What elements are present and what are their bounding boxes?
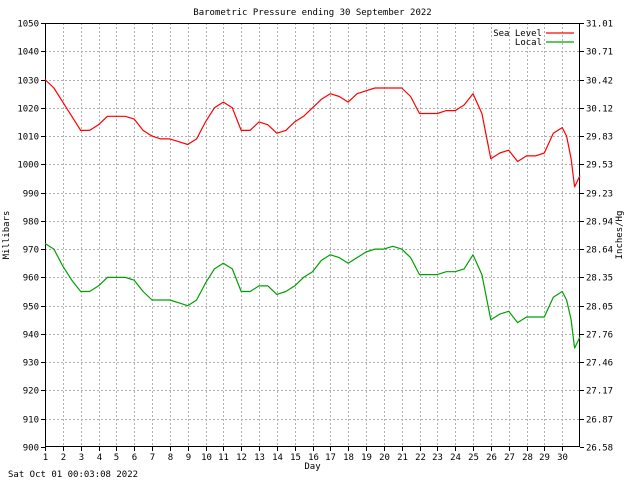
x-axis-label: Day [304, 462, 321, 472]
x-tick-label: 5 [114, 453, 119, 463]
x-tick-label: 23 [432, 453, 443, 463]
x-tick-label: 24 [450, 453, 461, 463]
y-tick-label: 970 [23, 246, 39, 256]
x-tick-label: 10 [201, 453, 212, 463]
x-tick-label: 2 [61, 453, 66, 463]
x-tick-label: 19 [361, 453, 372, 463]
y-tick-label: 920 [23, 387, 39, 397]
y2-tick-label: 30.42 [586, 77, 613, 87]
y-tick-label: 990 [23, 190, 39, 200]
x-tick-label: 20 [379, 453, 390, 463]
x-tick-label: 8 [168, 453, 173, 463]
y2-axis-label: Inches/Hg [615, 211, 625, 260]
x-tick-label: 28 [522, 453, 533, 463]
y-tick-label: 960 [23, 274, 39, 284]
y-tick-label: 1050 [17, 20, 39, 30]
x-tick-label: 16 [308, 453, 319, 463]
y2-tick-label: 31.01 [586, 20, 613, 30]
y-tick-label: 980 [23, 218, 39, 228]
plot-frame [45, 23, 580, 447]
y-tick-label: 1010 [17, 133, 39, 143]
x-tick-label: 9 [186, 453, 191, 463]
y2-tick-label: 28.94 [586, 218, 613, 228]
x-tick-label: 7 [150, 453, 155, 463]
chart-title: Barometric Pressure ending 30 September … [193, 8, 431, 18]
y-tick-label: 910 [23, 416, 39, 426]
y2-tick-label: 28.64 [586, 246, 613, 256]
y2-tick-label: 29.83 [586, 133, 613, 143]
x-tick-label: 4 [97, 453, 102, 463]
x-tick-label: 18 [343, 453, 354, 463]
x-tick-label: 26 [486, 453, 497, 463]
y2-tick-label: 26.87 [586, 416, 613, 426]
x-tick-label: 15 [290, 453, 301, 463]
footer-timestamp: Sat Oct 01 00:03:08 2022 [8, 470, 138, 480]
y2-tick-label: 28.05 [586, 303, 613, 313]
series-line-sea-level [44, 79, 581, 188]
y-tick-label: 950 [23, 303, 39, 313]
x-tick-label: 17 [325, 453, 336, 463]
x-tick-label: 29 [539, 453, 550, 463]
x-tick-label: 12 [236, 453, 247, 463]
y2-tick-label: 29.23 [586, 190, 613, 200]
y2-tick-label: 29.53 [586, 161, 613, 171]
y-tick-label: 940 [23, 331, 39, 341]
y-tick-label: 1040 [17, 48, 39, 58]
y2-tick-label: 27.76 [586, 331, 613, 341]
x-tick-label: 14 [272, 453, 283, 463]
x-tick-label: 6 [132, 453, 137, 463]
y-tick-label: 900 [23, 444, 39, 454]
legend-label: Local [515, 38, 542, 48]
plot-area [45, 23, 580, 447]
y-axis-label: Millibars [2, 211, 12, 260]
x-tick-label: 21 [397, 453, 408, 463]
x-tick-label: 1 [43, 453, 48, 463]
x-tick-label: 13 [254, 453, 265, 463]
series-line-local [44, 242, 581, 349]
x-tick-label: 27 [504, 453, 515, 463]
y-tick-label: 1030 [17, 77, 39, 87]
y2-tick-label: 27.46 [586, 359, 613, 369]
y2-tick-label: 28.35 [586, 274, 613, 284]
y-tick-label: 1020 [17, 105, 39, 115]
y2-tick-label: 30.71 [586, 48, 613, 58]
y2-tick-label: 26.58 [586, 444, 613, 454]
legend-label: Sea Level [493, 29, 542, 39]
y2-tick-label: 27.17 [586, 387, 613, 397]
x-tick-label: 3 [79, 453, 84, 463]
x-tick-label: 25 [468, 453, 479, 463]
x-tick-label: 22 [415, 453, 426, 463]
y2-tick-label: 30.12 [586, 105, 613, 115]
x-tick-label: 11 [218, 453, 229, 463]
x-tick-label: 30 [557, 453, 568, 463]
y-tick-label: 930 [23, 359, 39, 369]
y-tick-label: 1000 [17, 161, 39, 171]
